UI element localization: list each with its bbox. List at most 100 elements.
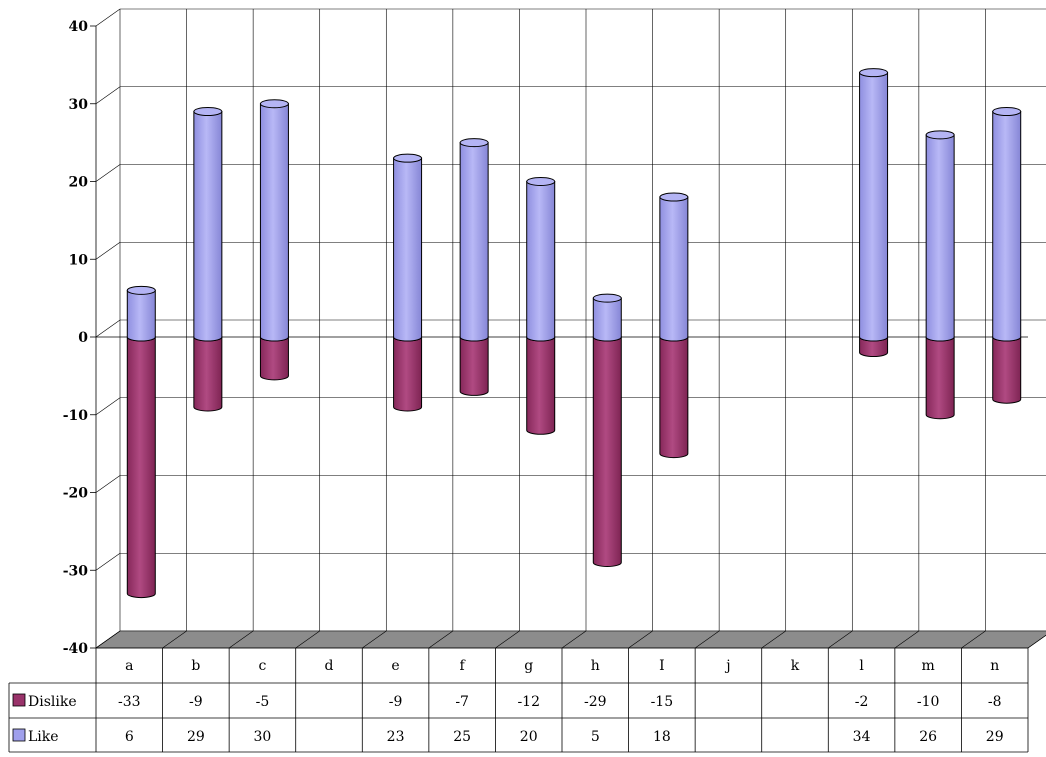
bar-body xyxy=(126,336,156,599)
floor-divider xyxy=(95,630,121,649)
data-label-dislike: -29 xyxy=(584,694,607,710)
floor-divider xyxy=(495,630,520,649)
floor-divider xyxy=(828,630,853,649)
data-label-dislike: -8 xyxy=(988,694,1002,710)
data-label-dislike: -33 xyxy=(118,694,141,710)
bar-body xyxy=(992,336,1022,404)
floor-divider xyxy=(295,630,320,649)
y-tick-label: -10 xyxy=(63,408,89,424)
bar-like xyxy=(393,153,423,342)
data-label-dislike: -12 xyxy=(517,694,540,710)
bar-top xyxy=(992,107,1022,117)
bar-dislike xyxy=(659,332,689,459)
floor-divider xyxy=(628,630,653,649)
bar-body xyxy=(459,336,489,396)
bar-top xyxy=(659,192,689,202)
category-label: d xyxy=(325,658,334,674)
y-tick-label: 10 xyxy=(69,252,89,268)
grid-depth-line xyxy=(95,475,121,493)
bar-top xyxy=(193,107,223,117)
bars xyxy=(126,68,1022,599)
bar-top xyxy=(259,99,289,109)
legend-label-dislike: Dislike xyxy=(28,694,77,710)
bar-body xyxy=(459,142,489,342)
bar-top xyxy=(126,285,156,295)
data-label-dislike: -7 xyxy=(455,694,469,710)
category-label: m xyxy=(922,658,935,674)
bar-top xyxy=(859,68,889,78)
bar-top xyxy=(393,153,423,163)
y-tick-label: -30 xyxy=(63,563,89,579)
bar-top xyxy=(592,293,622,303)
floor-divider xyxy=(228,630,254,649)
bar-body xyxy=(592,297,622,342)
bar-body xyxy=(659,196,689,342)
data-label-like: 5 xyxy=(591,729,600,745)
floor-divider xyxy=(761,630,786,649)
bar-body xyxy=(592,336,622,567)
category-label: b xyxy=(191,658,200,674)
grid-depth-line xyxy=(95,553,121,571)
legend-label-like: Like xyxy=(28,729,59,745)
data-label-dislike: -9 xyxy=(189,694,203,710)
data-label-like: 20 xyxy=(520,729,538,745)
bar-top xyxy=(925,130,955,140)
data-label-like: 25 xyxy=(453,729,471,745)
category-label: k xyxy=(791,658,800,674)
bar-like xyxy=(126,285,156,342)
floor-divider xyxy=(894,630,920,649)
floor-plane xyxy=(95,630,1046,649)
data-label-dislike: -10 xyxy=(917,694,940,710)
y-tick-label: 30 xyxy=(69,97,89,113)
category-label: I xyxy=(659,658,665,674)
bar-body xyxy=(659,336,689,459)
bar-body xyxy=(859,336,889,358)
category-label: h xyxy=(591,658,600,674)
bar-like xyxy=(592,293,622,342)
bar-body xyxy=(992,111,1022,342)
bar-body xyxy=(126,289,156,342)
bar-top xyxy=(459,138,489,148)
bar-dislike xyxy=(126,332,156,599)
bar-like xyxy=(459,138,489,342)
category-label: a xyxy=(125,658,133,674)
grid-depth-line xyxy=(95,86,121,104)
bar-like xyxy=(992,107,1022,342)
y-tick-label: -20 xyxy=(63,486,89,502)
bar-body xyxy=(193,336,223,412)
bar-dislike xyxy=(459,332,489,396)
bar-body xyxy=(259,103,289,342)
data-label-dislike: -5 xyxy=(256,694,270,710)
category-label: n xyxy=(990,658,999,674)
data-label-dislike: -15 xyxy=(651,694,674,710)
bar-body xyxy=(193,111,223,342)
data-label-like: 29 xyxy=(187,729,205,745)
data-label-like: 34 xyxy=(853,729,871,745)
bar-dislike xyxy=(193,332,223,412)
bar-body xyxy=(393,336,423,412)
bar-body xyxy=(925,134,955,342)
floor-divider xyxy=(428,630,454,649)
category-label: l xyxy=(859,658,864,674)
floor-divider xyxy=(694,630,720,649)
floor-divider xyxy=(561,630,587,649)
bar-like xyxy=(259,99,289,342)
data-label-like: 23 xyxy=(387,729,405,745)
category-label: c xyxy=(259,658,267,674)
grid-depth-line xyxy=(95,319,121,338)
legend-swatch-dislike xyxy=(12,693,26,707)
floor-divider xyxy=(961,630,986,649)
bar-like xyxy=(526,177,556,342)
bar-body xyxy=(526,181,556,342)
floor-divider xyxy=(162,630,187,649)
bar-dislike xyxy=(992,332,1022,404)
gridlines xyxy=(95,8,1046,649)
bar-like xyxy=(193,107,223,342)
bar-dislike xyxy=(393,332,423,412)
bar-like xyxy=(659,192,689,342)
bar-body xyxy=(859,72,889,342)
y-tick-label: 40 xyxy=(69,19,89,35)
floor-divider xyxy=(1027,634,1046,649)
grid-depth-line xyxy=(95,242,121,260)
